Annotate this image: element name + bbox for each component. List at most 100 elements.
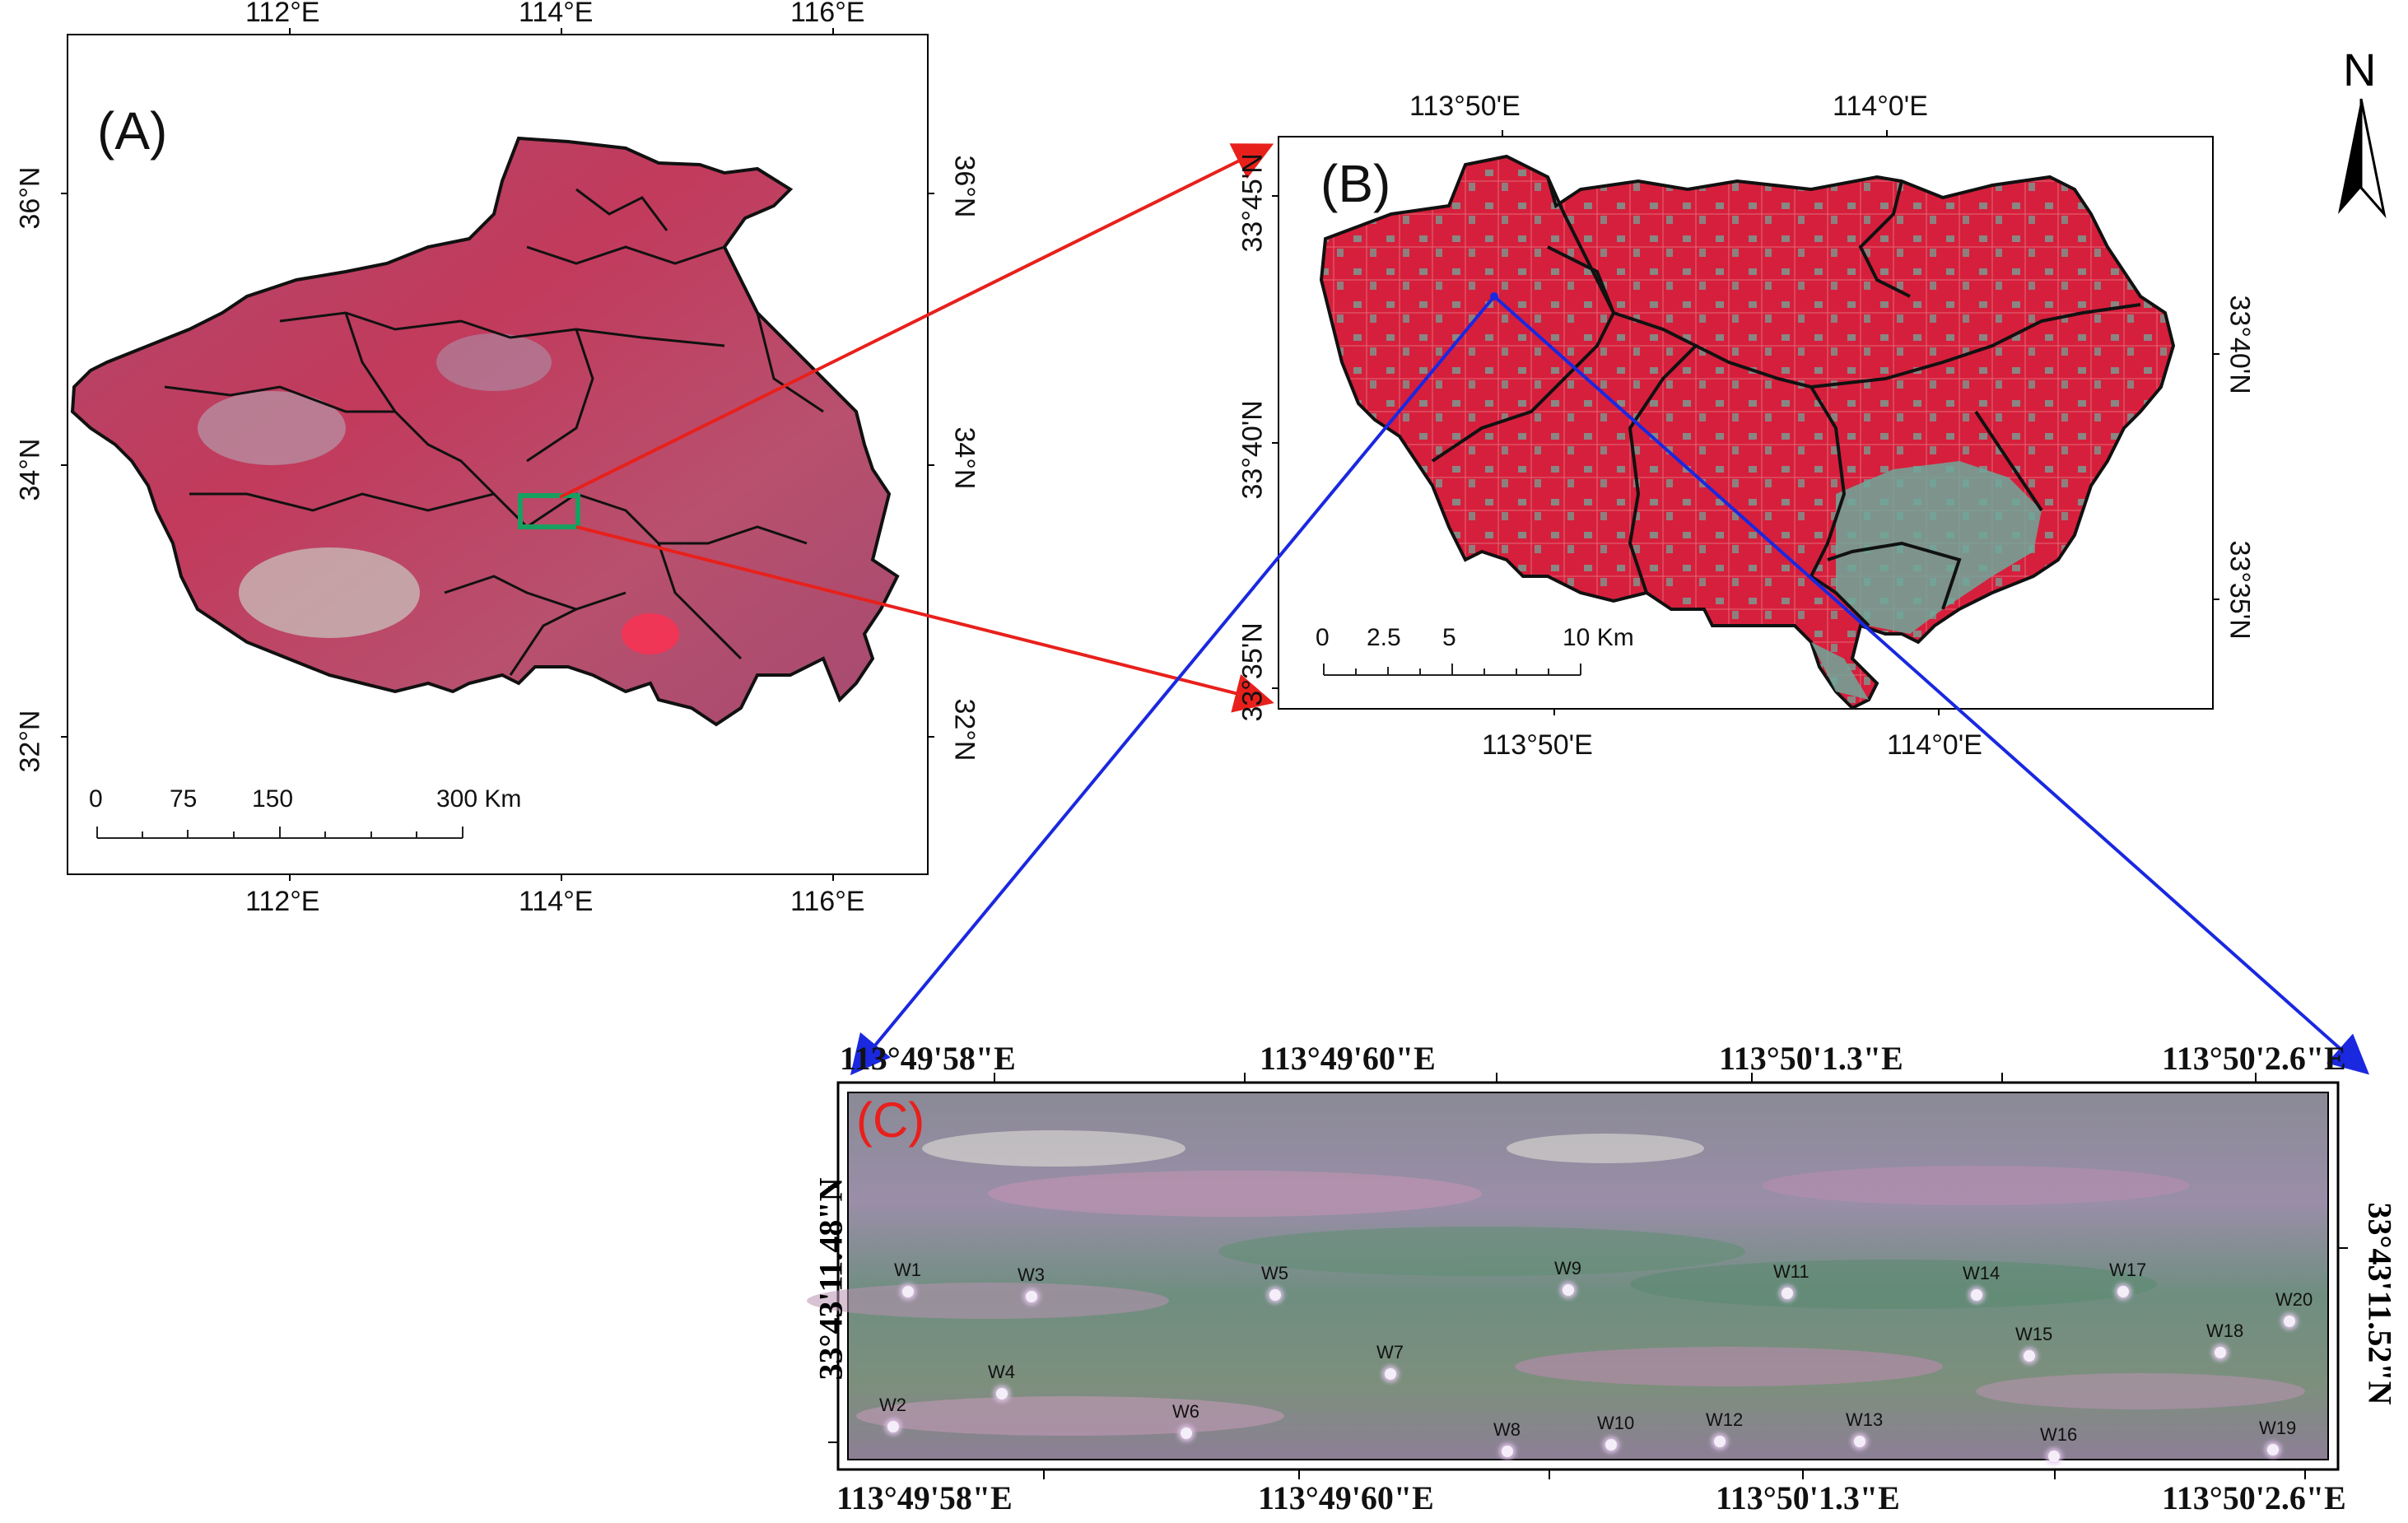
panel-b-top-tick: 113°50'E [1409, 91, 1521, 122]
well-label: W3 [1018, 1265, 1045, 1285]
panel-b-left-tick: 33°40'N [1237, 400, 1269, 500]
well-marker [902, 1286, 914, 1297]
field-texture-bands [807, 1130, 2305, 1436]
well-label: W15 [2015, 1324, 2053, 1344]
panel-b-scale-label: 0 [1316, 624, 1330, 651]
panel-c-top-tick: 113°50'1.3"E [1719, 1040, 1903, 1077]
panel-c-top-tick: 113°50'2.6"E [2162, 1040, 2346, 1077]
well-marker [2048, 1451, 2060, 1462]
panel-a-title: (A) [97, 101, 168, 161]
panel-c-bottom-tick: 113°49'58"E [836, 1479, 1013, 1516]
panel-c-title: (C) [856, 1092, 925, 1148]
blue-arrow-left [850, 295, 1496, 1076]
bare-land-region [198, 391, 346, 465]
panel-a-scale-bar [96, 827, 463, 839]
panel-a-bottom-tick: 114°E [519, 886, 594, 917]
panel-a-right-tick: 36°N [948, 155, 980, 218]
well-marker [1563, 1284, 1574, 1296]
well-label: W14 [1963, 1263, 2000, 1283]
well-marker [1605, 1439, 1617, 1451]
prefecture-boundaries [164, 188, 824, 676]
well-marker [1502, 1446, 1513, 1457]
panel-b-scale-bar [1323, 664, 1581, 676]
well-marker [2024, 1350, 2035, 1362]
well-label: W16 [2040, 1424, 2078, 1445]
panel-b-scale-label: 5 [1442, 624, 1456, 651]
dense-crop-region [622, 613, 679, 654]
well-label: W4 [988, 1362, 1015, 1382]
panel-a-scale-label: 75 [170, 785, 198, 813]
well-label: W11 [1773, 1261, 1809, 1282]
study-area-box [518, 493, 580, 529]
well-label: W17 [2109, 1260, 2147, 1280]
panel-c-ticks [828, 1073, 2348, 1479]
red-arrow-upper [559, 143, 1274, 499]
panel-a-top-tick: 112°E [245, 0, 320, 28]
panel-b-bottom-tick: 114°0'E [1887, 729, 1982, 761]
panel-a-left-tick: 36°N [14, 166, 46, 230]
panel-b-bottom-tick: 113°50'E [1482, 729, 1593, 761]
panel-b-scale-label: 2.5 [1367, 624, 1401, 651]
panel-a-left-tick: 32°N [14, 710, 46, 773]
panel-c-right-tick: 33°43'11.52"N [2361, 1202, 2399, 1405]
well-marker [996, 1388, 1008, 1400]
well-marker [2284, 1316, 2295, 1327]
well-marker [1269, 1289, 1281, 1301]
panel-a-right-tick: 34°N [948, 426, 980, 490]
north-arrow-icon [2338, 98, 2387, 219]
panel-a-left-tick: 34°N [14, 438, 46, 501]
well-marker [1782, 1288, 1793, 1299]
well-marker [1971, 1289, 1982, 1301]
panel-a-right-tick: 32°N [948, 698, 980, 762]
panel-a-scale-label: 0 [89, 785, 103, 813]
well-marker [1385, 1368, 1396, 1380]
bare-land-region [239, 547, 420, 638]
red-arrow-lower [575, 525, 1274, 713]
well-marker [2267, 1444, 2279, 1455]
well-label: W5 [1261, 1263, 1288, 1283]
well-label: W7 [1376, 1342, 1404, 1362]
well-label: W13 [1846, 1409, 1884, 1430]
panel-a-top-tick: 116°E [790, 0, 865, 28]
panel-a-scale-label: 150 [252, 785, 294, 813]
urban-area [1811, 642, 1869, 700]
well-label: W6 [1172, 1401, 1199, 1422]
panel-c-bottom-tick: 113°50'2.6"E [2162, 1479, 2346, 1516]
panel-b-scale-label: 10 Km [1563, 624, 1634, 651]
panel-a-scale-label: 300 Km [436, 785, 522, 813]
panel-c-bottom-tick: 113°50'1.3"E [1716, 1479, 1900, 1516]
well-label: W20 [2275, 1289, 2313, 1310]
township-boundaries [1431, 176, 2141, 627]
well-label: W2 [879, 1395, 906, 1415]
panel-a-ticks [61, 28, 934, 881]
panel-a-top-tick: 114°E [519, 0, 594, 28]
panel-b-left-tick: 33°45'N [1237, 153, 1269, 253]
panel-b-top-tick: 114°0'E [1833, 91, 1928, 122]
panel-a-bottom-tick: 116°E [790, 886, 865, 917]
well-label: W10 [1597, 1413, 1635, 1433]
well-marker [2215, 1347, 2226, 1358]
bare-land-region [436, 333, 552, 391]
panel-b-ticks [1272, 130, 2219, 715]
panel-c-top-tick: 113°49'60"E [1260, 1040, 1436, 1077]
well-marker [1026, 1291, 1037, 1302]
well-label: W8 [1493, 1419, 1521, 1440]
panel-c-left-tick: 33°43'11.48"N [812, 1177, 850, 1381]
well-marker [2117, 1286, 2129, 1297]
panel-b-right-tick: 33°40'N [2224, 295, 2256, 394]
well-marker [1181, 1428, 1192, 1439]
well-label: W18 [2206, 1320, 2244, 1341]
well-label: W19 [2259, 1418, 2297, 1438]
well-label: W9 [1554, 1258, 1581, 1278]
blue-arrow-right [1493, 295, 2369, 1075]
well-label: W1 [894, 1260, 921, 1280]
well-marker [1714, 1436, 1726, 1447]
panel-c-bottom-tick: 113°49'60"E [1258, 1479, 1434, 1516]
well-label: W12 [1706, 1409, 1744, 1430]
panel-a-bottom-tick: 112°E [245, 886, 320, 917]
well-marker [1854, 1436, 1865, 1447]
urban-area [1836, 461, 2042, 634]
panel-c-top-tick: 113°49'58"E [840, 1040, 1016, 1077]
panel-b-title: (B) [1320, 154, 1391, 213]
